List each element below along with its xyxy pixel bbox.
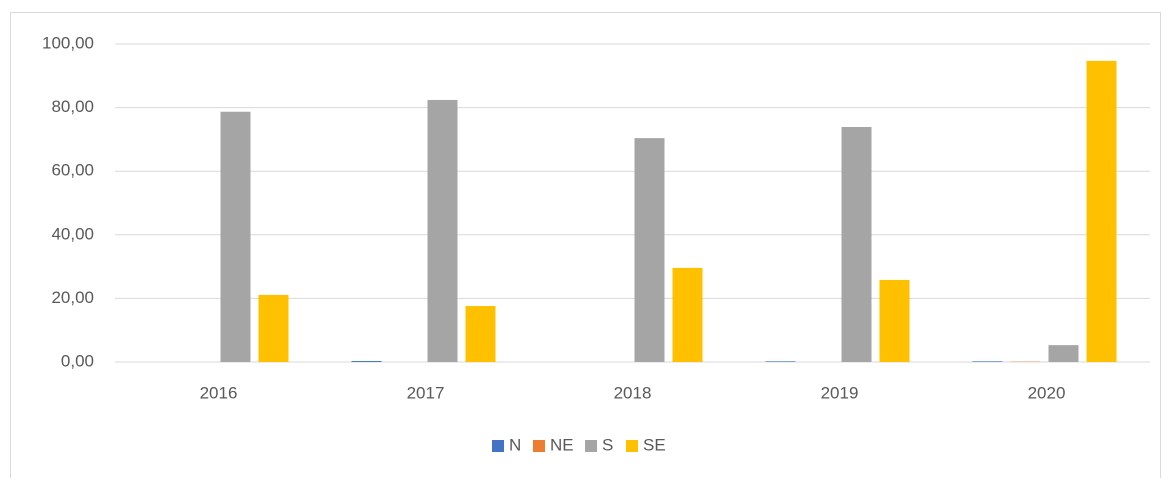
- bar: [1087, 61, 1117, 362]
- legend-swatch: [585, 440, 597, 452]
- legend-swatch: [533, 440, 545, 452]
- bar: [842, 127, 872, 362]
- y-tick-label: 20,00: [51, 288, 94, 307]
- y-tick-label: 40,00: [51, 224, 94, 243]
- x-tick-label: 2020: [1028, 383, 1066, 402]
- legend-label: S: [602, 435, 613, 454]
- y-tick-label: 100,00: [42, 33, 94, 52]
- x-tick-label: 2016: [200, 383, 238, 402]
- bar: [635, 138, 665, 362]
- y-tick-label: 80,00: [51, 97, 94, 116]
- legend-label: SE: [643, 435, 666, 454]
- chart-frame: [11, 13, 1161, 479]
- x-tick-label: 2018: [614, 383, 652, 402]
- bar: [766, 361, 796, 362]
- bar: [673, 268, 703, 362]
- y-tick-label: 0,00: [61, 351, 94, 370]
- bar: [352, 361, 382, 362]
- bar: [1049, 345, 1079, 362]
- y-tick-label: 60,00: [51, 161, 94, 180]
- legend-label: N: [509, 435, 521, 454]
- bar: [880, 280, 910, 362]
- bar: [259, 295, 289, 362]
- bar: [428, 100, 458, 362]
- bar: [973, 361, 1003, 362]
- x-tick-label: 2019: [821, 383, 859, 402]
- legend-swatch: [626, 440, 638, 452]
- bar: [221, 112, 251, 362]
- x-tick-label: 2017: [407, 383, 445, 402]
- legend-label: NE: [550, 435, 574, 454]
- legend-swatch: [492, 440, 504, 452]
- bar: [466, 306, 496, 362]
